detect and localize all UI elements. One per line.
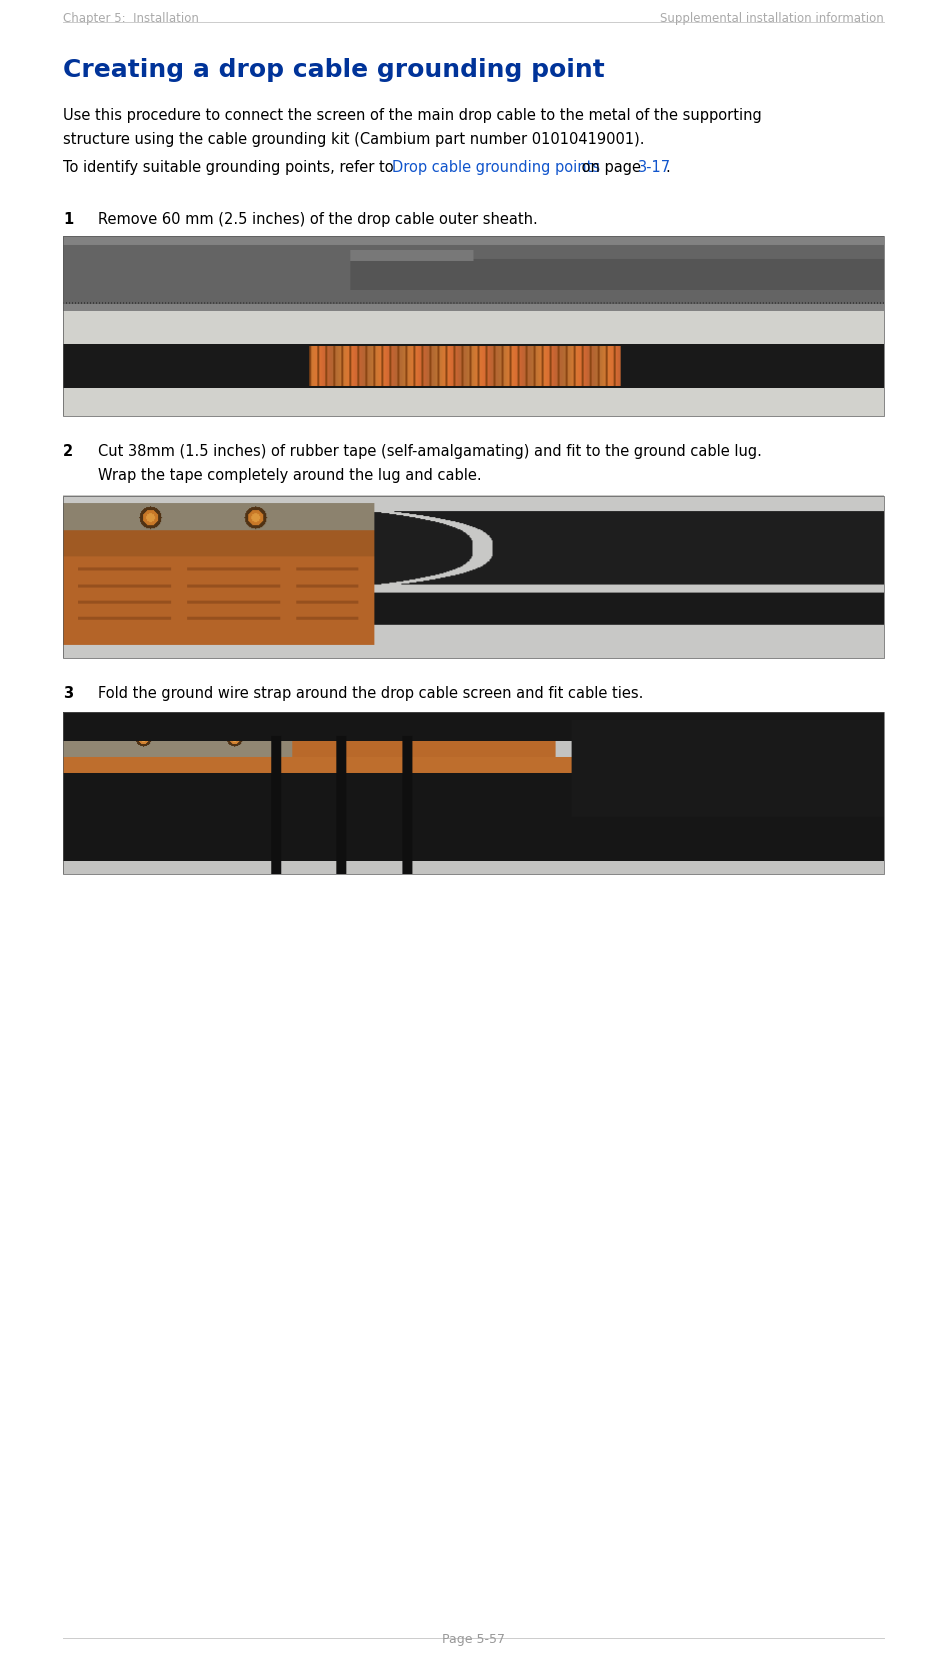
Text: 3-17: 3-17 — [638, 159, 671, 174]
Text: Drop cable grounding points: Drop cable grounding points — [392, 159, 600, 174]
Text: Creating a drop cable grounding point: Creating a drop cable grounding point — [63, 58, 605, 81]
Text: 1: 1 — [63, 212, 73, 227]
Text: Remove 60 mm (2.5 inches) of the drop cable outer sheath.: Remove 60 mm (2.5 inches) of the drop ca… — [98, 212, 538, 227]
Text: To identify suitable grounding points, refer to: To identify suitable grounding points, r… — [63, 159, 399, 174]
Text: Page 5-57: Page 5-57 — [442, 1632, 505, 1646]
Bar — [63, 496, 884, 659]
Text: .: . — [666, 159, 670, 174]
Text: on page: on page — [577, 159, 645, 174]
Text: Supplemental installation information: Supplemental installation information — [660, 12, 884, 25]
Bar — [63, 236, 884, 416]
Text: Chapter 5:  Installation: Chapter 5: Installation — [63, 12, 199, 25]
Text: Fold the ground wire strap around the drop cable screen and fit cable ties.: Fold the ground wire strap around the dr… — [98, 687, 643, 702]
Text: Wrap the tape completely around the lug and cable.: Wrap the tape completely around the lug … — [98, 468, 482, 483]
Bar — [63, 712, 884, 874]
Text: Cut 38mm (1.5 inches) of rubber tape (self-amalgamating) and fit to the ground c: Cut 38mm (1.5 inches) of rubber tape (se… — [98, 445, 762, 460]
Text: 3: 3 — [63, 687, 73, 702]
Text: 2: 2 — [63, 445, 73, 460]
Text: structure using the cable grounding kit (Cambium part number 01010419001).: structure using the cable grounding kit … — [63, 133, 645, 148]
Text: Use this procedure to connect the screen of the main drop cable to the metal of : Use this procedure to connect the screen… — [63, 108, 761, 123]
